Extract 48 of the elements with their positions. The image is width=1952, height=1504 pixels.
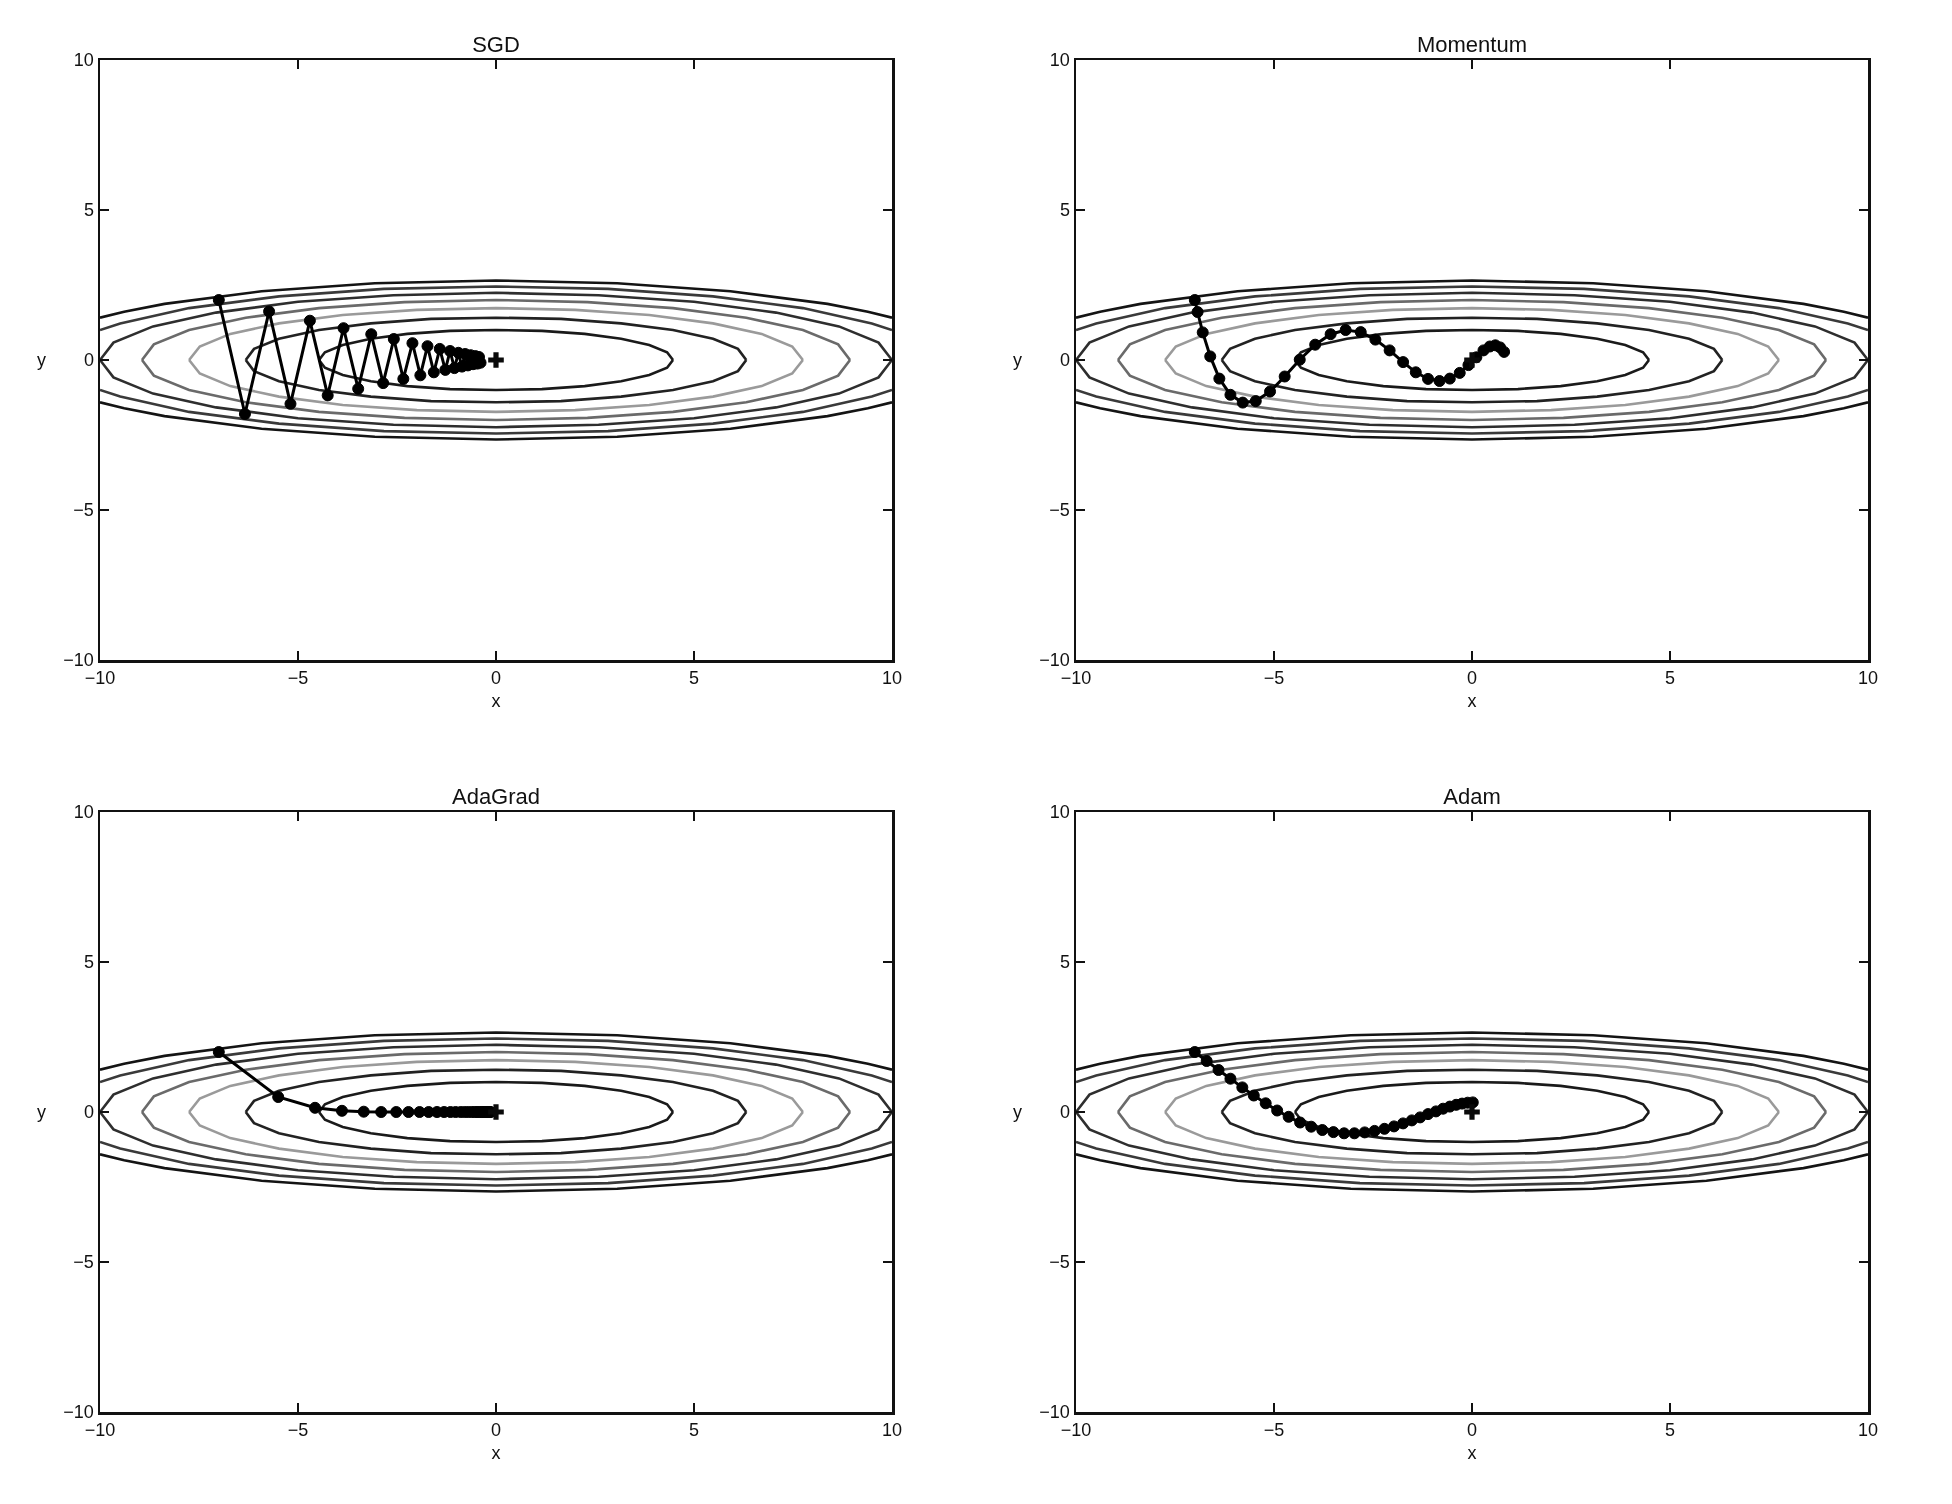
y-tick-label: 5 [1059, 200, 1070, 221]
chart-title: AdaGrad [451, 784, 541, 809]
x-tick-label: −5 [287, 1420, 309, 1441]
y-axis-title: y [37, 1102, 46, 1122]
x-tick-label: −5 [287, 668, 309, 689]
y-tick-label: −10 [63, 1402, 94, 1423]
x-axis-title: x [1467, 691, 1477, 712]
x-tick-label: 10 [1857, 668, 1879, 689]
x-tick-label: 10 [1857, 1420, 1879, 1441]
x-tick-label: 5 [1664, 668, 1676, 689]
y-tick-label: 10 [1049, 802, 1070, 823]
x-axis-title: x [491, 1443, 501, 1464]
x-tick-label: −5 [1263, 1420, 1285, 1441]
x-tick-label: −5 [1263, 668, 1285, 689]
y-axis-title: y [37, 350, 46, 370]
y-tick-label: 0 [83, 350, 94, 371]
x-tick-label: 0 [490, 1420, 502, 1441]
y-tick-label: 0 [1059, 350, 1070, 371]
y-tick-label: 10 [73, 802, 94, 823]
y-tick-label: −10 [1039, 650, 1070, 671]
x-tick-label: 5 [688, 668, 700, 689]
y-tick-label: −5 [73, 1252, 94, 1273]
x-axis-title: x [1467, 1443, 1477, 1464]
x-tick-label: 10 [881, 1420, 903, 1441]
y-tick-label: 0 [1059, 1102, 1070, 1123]
chart-title: Adam [1443, 784, 1501, 809]
y-tick-label: 10 [1049, 50, 1070, 71]
y-tick-label: −5 [73, 500, 94, 521]
chart-title: Momentum [1416, 32, 1528, 57]
x-tick-label: 10 [881, 668, 903, 689]
y-tick-label: 0 [83, 1102, 94, 1123]
x-tick-label: 0 [1466, 1420, 1478, 1441]
x-tick-label: 0 [1466, 668, 1478, 689]
x-tick-label: 5 [688, 1420, 700, 1441]
x-axis-title: x [491, 691, 501, 712]
chart-title: SGD [472, 32, 520, 57]
y-tick-label: 5 [1059, 952, 1070, 973]
x-tick-label: 5 [1664, 1420, 1676, 1441]
y-tick-label: 5 [83, 200, 94, 221]
y-tick-label: −10 [1039, 1402, 1070, 1423]
y-tick-label: 5 [83, 952, 94, 973]
y-axis-title: y [1013, 1102, 1022, 1122]
y-tick-label: −5 [1049, 1252, 1070, 1273]
y-tick-label: 10 [73, 50, 94, 71]
y-tick-label: −10 [63, 650, 94, 671]
x-tick-label: 0 [490, 668, 502, 689]
y-tick-label: −5 [1049, 500, 1070, 521]
y-axis-title: y [1013, 350, 1022, 370]
